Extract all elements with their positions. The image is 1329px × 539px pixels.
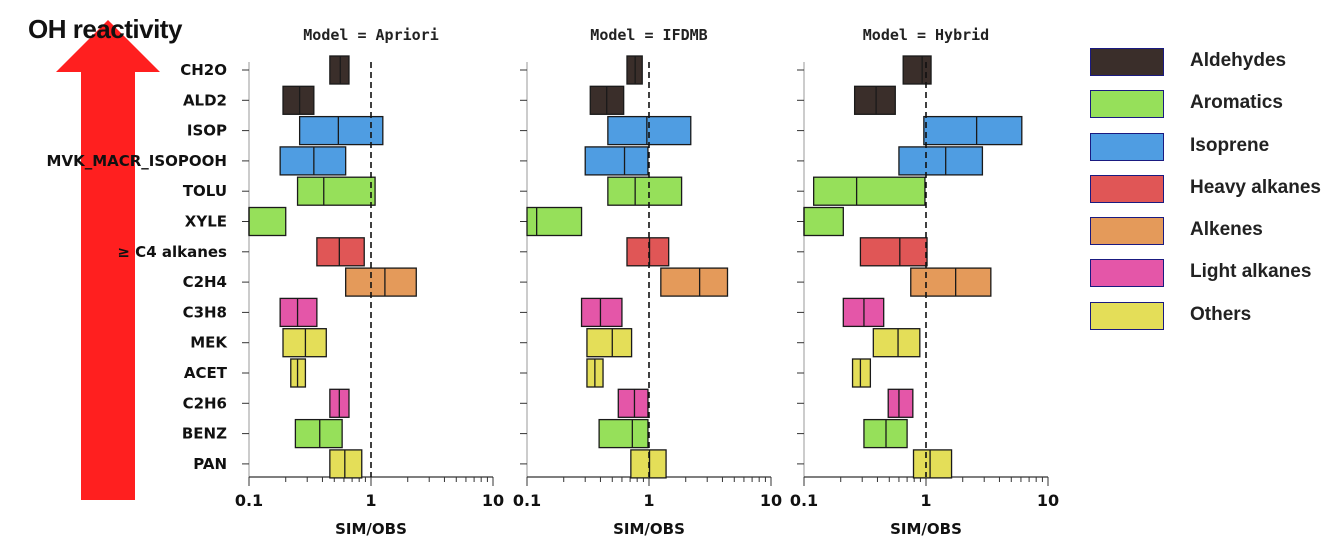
legend-label: Others [1190,303,1252,325]
box-ch2o [329,55,350,85]
legend: Aldehydes Aromatics Isoprene Heavy alkanes A… [1090,48,1325,344]
species-label: ≥ C4 alkanes [117,243,227,261]
species-label: PAN [193,455,227,473]
legend-item-others: Others [1090,301,1325,344]
x-tick-label: 0.1 [790,491,818,510]
box-tolu [607,176,683,206]
legend-swatch [1090,48,1164,76]
box-acet [851,358,872,388]
box-benz [294,418,343,449]
legend-swatch [1090,301,1164,330]
box-tolu [813,176,926,206]
species-label: TOLU [183,182,227,200]
oh-reactivity-label: OH reactivity [28,14,182,44]
legend-item-heavy-alkanes: Heavy alkanes [1090,174,1325,217]
legend-item-light-alkanes: Light alkanes [1090,259,1325,301]
x-tick-label: 1 [643,491,654,510]
panel-title: Model = Apriori [303,26,438,44]
species-label: XYLE [185,213,227,231]
species-label: MEK [190,334,228,352]
x-tick-label: 1 [920,491,931,510]
box-c2h4 [660,267,729,297]
x-axis-label: SIM/OBS [613,520,685,538]
x-tick-label: 1 [365,491,376,510]
box-mvk-macr-isopooh [898,146,984,176]
box-ald2 [853,85,896,115]
box-xyle [526,206,583,237]
legend-label: Light alkanes [1190,261,1312,283]
legend-swatch [1090,259,1164,288]
x-tick-label: 10 [760,491,782,510]
panel-2: Model = IFDMB 0.1 1 10 SIM/OBS [513,26,782,538]
box-c2h6 [887,388,914,418]
box--c4-alkanes [316,237,365,267]
box-isop [607,115,692,146]
box-xyle [248,206,287,237]
box-mek [282,328,327,358]
box--c4-alkanes [859,237,928,267]
box-c3h8 [580,297,623,328]
panel-3: Model = Hybrid 0.1 1 10 SIM/OBS [790,26,1059,538]
x-axis-label: SIM/OBS [890,520,962,538]
box-mvk-macr-isopooh [584,146,649,176]
x-axis-label: SIM/OBS [335,520,407,538]
species-label: ISOP [187,122,227,140]
box-tolu [296,176,376,206]
box-mek [872,328,921,358]
species-label: MVK_MACR_ISOPOOH [47,152,227,170]
box-c2h6 [617,388,649,418]
legend-swatch [1090,217,1164,246]
box-mvk-macr-isopooh [279,146,347,176]
box-isop [923,115,1023,146]
legend-label: Heavy alkanes [1190,176,1321,198]
panel-title: Model = IFDMB [590,26,707,44]
species-label: C2H4 [183,273,227,291]
legend-swatch [1090,90,1164,119]
species-label: CH2O [180,61,227,79]
legend-label: Aromatics [1190,92,1283,114]
legend-label: Isoprene [1190,134,1270,156]
legend-swatch [1090,174,1164,203]
x-tick-label: 0.1 [513,491,541,510]
plot-area: CH2O ALD2 ISOP MVK_MACR_ISOPOOH TOLU XYLE ≥ C4… [47,26,1060,538]
species-label: C3H8 [183,303,227,321]
x-tick-label: 10 [482,491,504,510]
species-label: ALD2 [183,91,227,109]
box-c2h4 [345,267,417,297]
box-pan [912,449,953,479]
panel-title: Model = Hybrid [863,26,989,44]
box-pan [329,449,363,479]
box-mek [586,328,633,358]
box--c4-alkanes [626,237,670,267]
box-isop [298,115,384,146]
box-ch2o [902,55,932,85]
box-xyle [803,206,844,237]
oh-reactivity-arrow [56,20,160,500]
x-tick-label: 0.1 [235,491,263,510]
legend-label: Alkenes [1190,219,1263,241]
species-label: BENZ [182,425,227,443]
box-benz [598,418,649,449]
box-c2h4 [910,267,992,297]
legend-label: Aldehydes [1190,50,1287,71]
x-tick-label: 10 [1037,491,1059,510]
legend-item-isoprene: Isoprene [1090,132,1325,175]
box-ald2 [282,85,315,115]
species-label: C2H6 [183,394,227,412]
species-label: ACET [184,364,228,382]
arrow-shape [56,20,160,500]
panel-1: Model = Apriori 0.1 1 10 SIM/OBS [235,26,504,538]
box-c3h8 [279,297,318,328]
legend-item-aromatics: Aromatics [1090,90,1325,132]
legend-item-aldehydes: Aldehydes [1090,48,1325,90]
legend-item-alkenes: Alkenes [1090,217,1325,259]
legend-swatch [1090,132,1164,161]
